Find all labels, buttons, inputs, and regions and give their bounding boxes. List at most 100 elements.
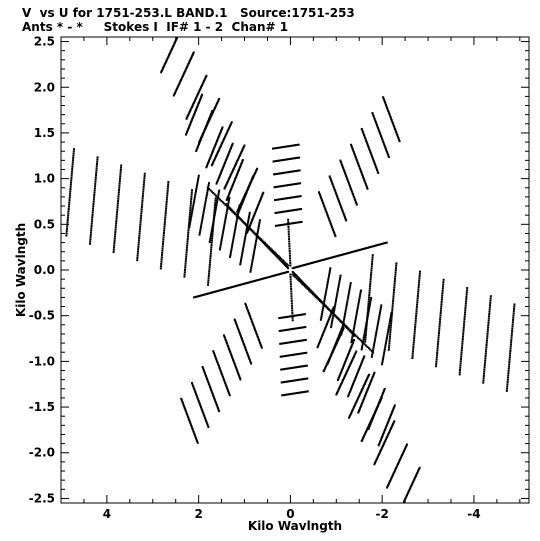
uv-point <box>206 163 209 166</box>
uv-point <box>215 141 218 144</box>
uv-point <box>205 74 208 77</box>
uv-point <box>222 231 225 234</box>
uv-point <box>245 282 248 285</box>
uv-point <box>391 306 394 309</box>
uv-point <box>327 359 330 362</box>
uv-point <box>233 361 236 364</box>
uv-point <box>364 432 367 435</box>
uv-point <box>353 380 356 383</box>
uv-point <box>335 295 338 298</box>
uv-point <box>347 182 350 185</box>
uv-point <box>342 365 345 368</box>
uv-point <box>295 169 298 172</box>
uv-point <box>317 343 320 346</box>
uv-point <box>330 181 333 184</box>
uv-point <box>412 339 415 342</box>
uv-point <box>381 392 384 395</box>
uv-point <box>436 351 439 354</box>
uv-point <box>296 208 299 211</box>
uv-point <box>330 256 333 259</box>
uv-point <box>343 318 346 321</box>
uv-point <box>228 196 231 199</box>
uv-point <box>205 375 208 378</box>
uv-point <box>279 259 282 262</box>
uv-point <box>249 182 252 185</box>
uv-point <box>198 231 201 234</box>
uv-point <box>404 447 407 450</box>
uv-point <box>287 264 290 267</box>
y-tick-label: -1.5 <box>29 400 55 414</box>
uv-point <box>194 437 197 440</box>
uv-point <box>247 187 250 190</box>
uv-point <box>329 355 332 358</box>
uv-point <box>209 259 212 262</box>
uv-point <box>220 240 223 243</box>
uv-point <box>387 348 390 351</box>
uv-point <box>167 183 170 186</box>
uv-point <box>160 254 163 257</box>
uv-point <box>194 189 197 192</box>
uv-point <box>340 320 343 323</box>
uv-point <box>347 395 350 398</box>
uv-point <box>242 246 245 249</box>
uv-point <box>413 334 416 337</box>
uv-point <box>190 55 193 58</box>
uv-point <box>373 244 376 247</box>
uv-point <box>246 224 249 227</box>
uv-point <box>237 284 240 287</box>
uv-point <box>66 216 69 219</box>
uv-point <box>341 210 344 213</box>
uv-point <box>385 336 388 339</box>
uv-point <box>194 98 197 101</box>
uv-point <box>301 352 304 355</box>
uv-point <box>213 147 216 150</box>
uv-point <box>282 184 285 187</box>
uv-point <box>508 361 511 364</box>
uv-point <box>113 244 116 247</box>
uv-point <box>357 300 360 303</box>
uv-point <box>333 314 336 317</box>
uv-point <box>418 468 421 471</box>
uv-point <box>235 219 238 222</box>
uv-point <box>363 178 366 181</box>
uv-point <box>239 378 242 381</box>
uv-point <box>297 314 300 317</box>
uv-point <box>186 129 189 132</box>
uv-point <box>332 307 335 310</box>
y-tick-label: -0.5 <box>29 309 55 323</box>
uv-point <box>465 298 468 301</box>
uv-point <box>353 339 356 342</box>
uv-point <box>322 203 325 206</box>
uv-point <box>289 264 292 267</box>
uv-point <box>230 354 233 357</box>
uv-point <box>197 143 200 146</box>
uv-point <box>264 243 267 246</box>
uv-point <box>506 387 509 390</box>
uv-point <box>94 178 97 181</box>
uv-point <box>236 160 239 163</box>
uv-point <box>348 366 351 369</box>
uv-point <box>240 257 243 260</box>
uv-point <box>324 292 327 295</box>
uv-point <box>344 252 347 255</box>
uv-point <box>392 123 395 126</box>
uv-point <box>215 290 218 293</box>
uv-point <box>276 185 279 188</box>
uv-point <box>206 191 209 194</box>
uv-point <box>327 318 330 321</box>
uv-point <box>300 279 303 282</box>
uv-point <box>356 160 359 163</box>
uv-point <box>415 306 418 309</box>
uv-point <box>361 438 364 441</box>
uv-point <box>288 237 291 240</box>
uv-point <box>299 365 302 368</box>
uv-point <box>329 269 332 272</box>
uv-point <box>292 271 295 274</box>
uv-point <box>119 168 122 171</box>
uv-point <box>361 401 364 404</box>
uv-point <box>282 171 285 174</box>
uv-point <box>290 209 293 212</box>
uv-point <box>375 329 378 332</box>
uv-point <box>338 333 341 336</box>
uv-point <box>224 337 227 340</box>
